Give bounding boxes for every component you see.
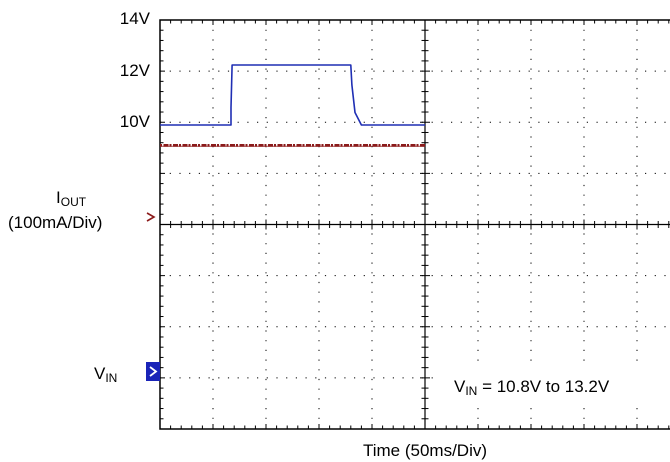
vin-ref-marker <box>146 362 160 381</box>
traces <box>160 64 425 147</box>
vin-label: VIN <box>94 364 117 385</box>
y-tick-label-12v: 12V <box>120 61 151 80</box>
vin-trace <box>160 64 425 126</box>
iout-ref-marker <box>146 212 156 222</box>
axis-ticks <box>159 19 670 430</box>
iout-label: IOUT <box>56 188 87 209</box>
iout-scale-label: (100mA/Div) <box>8 213 102 232</box>
svg-text:VIN = 10.8V to 13.2V: VIN = 10.8V to 13.2V <box>454 377 610 398</box>
x-axis-label: Time (50ms/Div) <box>363 441 487 460</box>
y-tick-label-14v: 14V <box>120 9 151 28</box>
y-tick-label-10v: 10V <box>120 112 151 131</box>
vin-range-annotation: VIN = 10.8V to 13.2V <box>436 366 670 402</box>
